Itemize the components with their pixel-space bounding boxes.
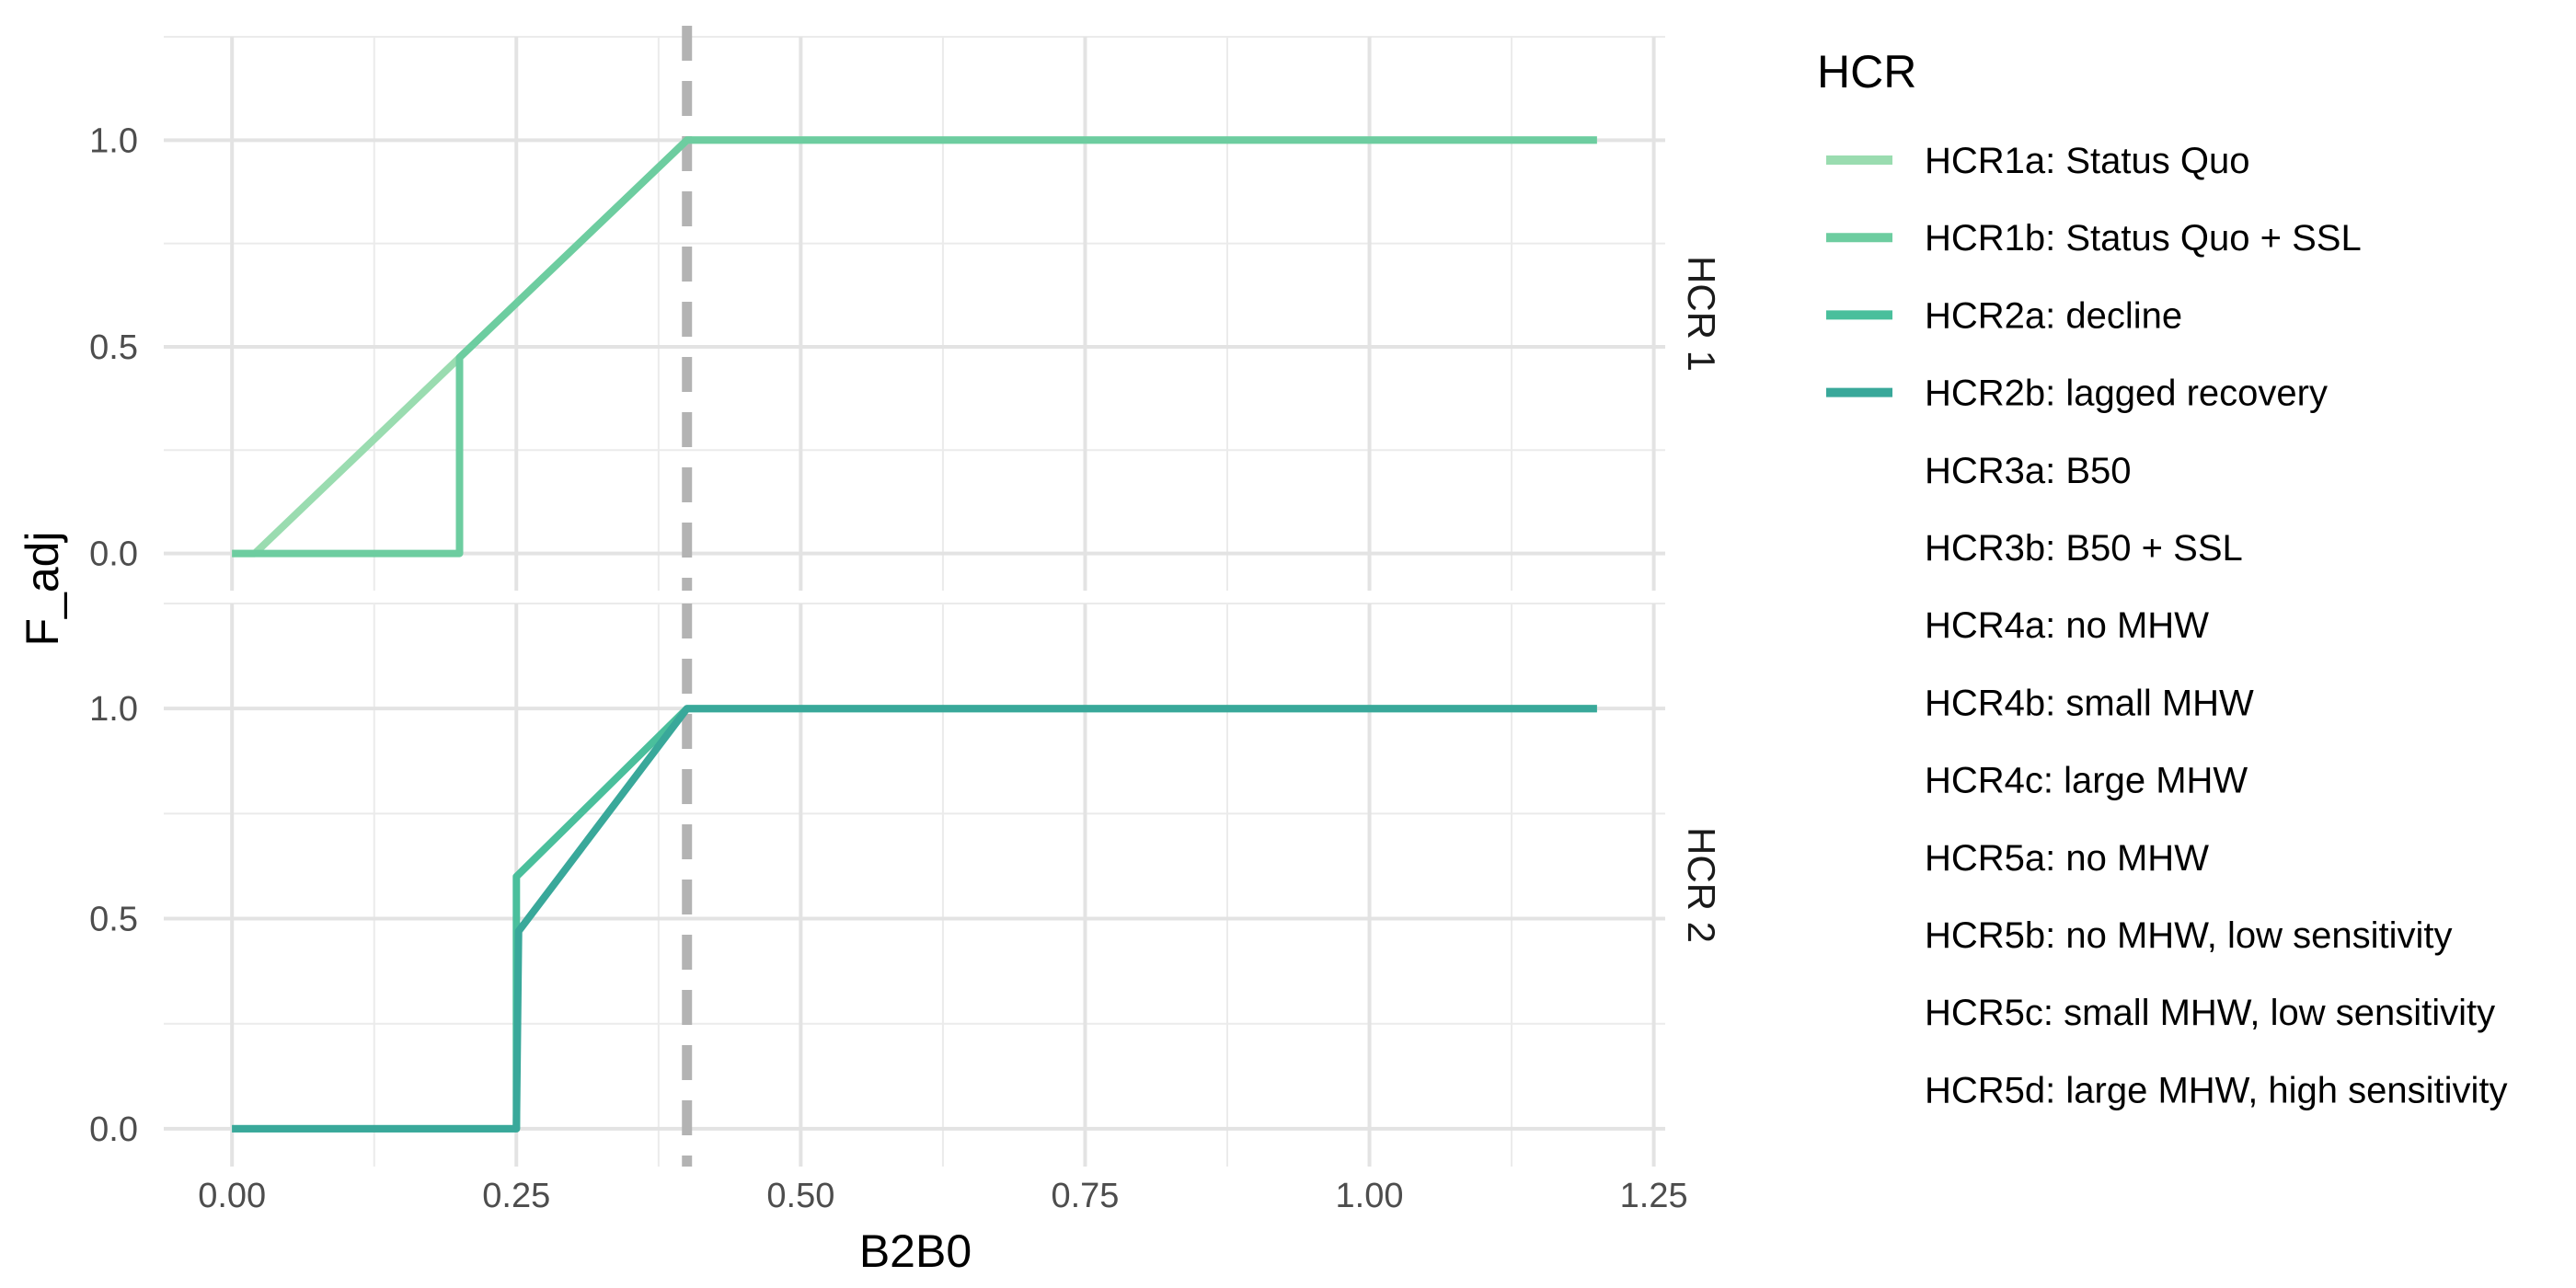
legend-label: HCR2a: decline bbox=[1925, 295, 2182, 336]
series-line bbox=[232, 136, 1597, 558]
legend-label: HCR3b: B50 + SSL bbox=[1925, 528, 2243, 569]
legend-item: HCR5c: small MHW, low sensitivity bbox=[1925, 993, 2495, 1033]
legend-label: HCR5b: no MHW, low sensitivity bbox=[1925, 915, 2452, 956]
legend-label: HCR5c: small MHW, low sensitivity bbox=[1925, 993, 2495, 1033]
legend-item: HCR5d: large MHW, high sensitivity bbox=[1925, 1070, 2508, 1110]
legend-item: HCR3b: B50 + SSL bbox=[1925, 528, 2243, 569]
y-tick-label: 0.5 bbox=[89, 328, 138, 367]
legend-label: HCR2b: lagged recovery bbox=[1925, 374, 2328, 414]
x-tick-label: 0.75 bbox=[1051, 1177, 1119, 1215]
legend-item: HCR4b: small MHW bbox=[1925, 683, 2254, 723]
legend-item: HCR1a: Status Quo bbox=[1826, 141, 2250, 181]
legend-item: HCR4c: large MHW bbox=[1925, 761, 2248, 801]
panel-2: 0.0 0.5 1.0 HCR 2 bbox=[89, 603, 1723, 1167]
legend-item: HCR5a: no MHW bbox=[1925, 838, 2209, 879]
y-tick-label: 0.5 bbox=[89, 901, 138, 939]
x-tick-label: 0.00 bbox=[198, 1177, 266, 1215]
x-tick-label: 1.00 bbox=[1336, 1177, 1404, 1215]
panel-1: 0.0 0.5 1.0 HCR 1 bbox=[89, 26, 1723, 591]
facet-strip-label: HCR 2 bbox=[1680, 827, 1723, 943]
legend-item: HCR2b: lagged recovery bbox=[1826, 374, 2328, 414]
legend-label: HCR4c: large MHW bbox=[1925, 761, 2248, 801]
y-axis-title: F_adj bbox=[17, 531, 68, 646]
legend-label: HCR5d: large MHW, high sensitivity bbox=[1925, 1070, 2508, 1110]
x-axis-ticks: 0.00 0.25 0.50 0.75 1.00 1.25 bbox=[198, 1177, 1687, 1215]
legend-item: HCR1b: Status Quo + SSL bbox=[1826, 218, 2362, 259]
facet-strip-label: HCR 1 bbox=[1680, 256, 1723, 372]
series-line bbox=[232, 705, 1597, 1133]
legend-title: HCR bbox=[1817, 46, 1916, 98]
legend-label: HCR3a: B50 bbox=[1925, 451, 2132, 491]
legend-item: HCR3a: B50 bbox=[1925, 451, 2132, 491]
x-tick-label: 0.25 bbox=[482, 1177, 550, 1215]
legend-item: HCR4a: no MHW bbox=[1925, 605, 2209, 646]
y-tick-label: 1.0 bbox=[89, 121, 138, 160]
panels-layer: 0.0 0.5 1.0 HCR 1 0.0 0.5 1.0 HCR 2 0.00 0.25 0.50… bbox=[89, 26, 1723, 1215]
y-tick-label: 1.0 bbox=[89, 690, 138, 729]
x-axis-title: B2B0 bbox=[859, 1225, 972, 1277]
x-tick-label: 1.25 bbox=[1620, 1177, 1688, 1215]
legend-label: HCR1b: Status Quo + SSL bbox=[1925, 218, 2362, 259]
legend-label: HCR1a: Status Quo bbox=[1925, 141, 2250, 181]
legend-item: HCR2a: decline bbox=[1826, 295, 2182, 336]
legend-label: HCR4b: small MHW bbox=[1925, 683, 2254, 723]
y-tick-label: 0.0 bbox=[89, 1110, 138, 1149]
legend: HCR HCR1a: Status Quo HCR1b: Status Quo +… bbox=[1817, 46, 2508, 1110]
x-tick-label: 0.50 bbox=[766, 1177, 834, 1215]
legend-item: HCR5b: no MHW, low sensitivity bbox=[1925, 915, 2452, 956]
legend-label: HCR5a: no MHW bbox=[1925, 838, 2209, 879]
y-tick-label: 0.0 bbox=[89, 535, 138, 574]
legend-label: HCR4a: no MHW bbox=[1925, 605, 2209, 646]
